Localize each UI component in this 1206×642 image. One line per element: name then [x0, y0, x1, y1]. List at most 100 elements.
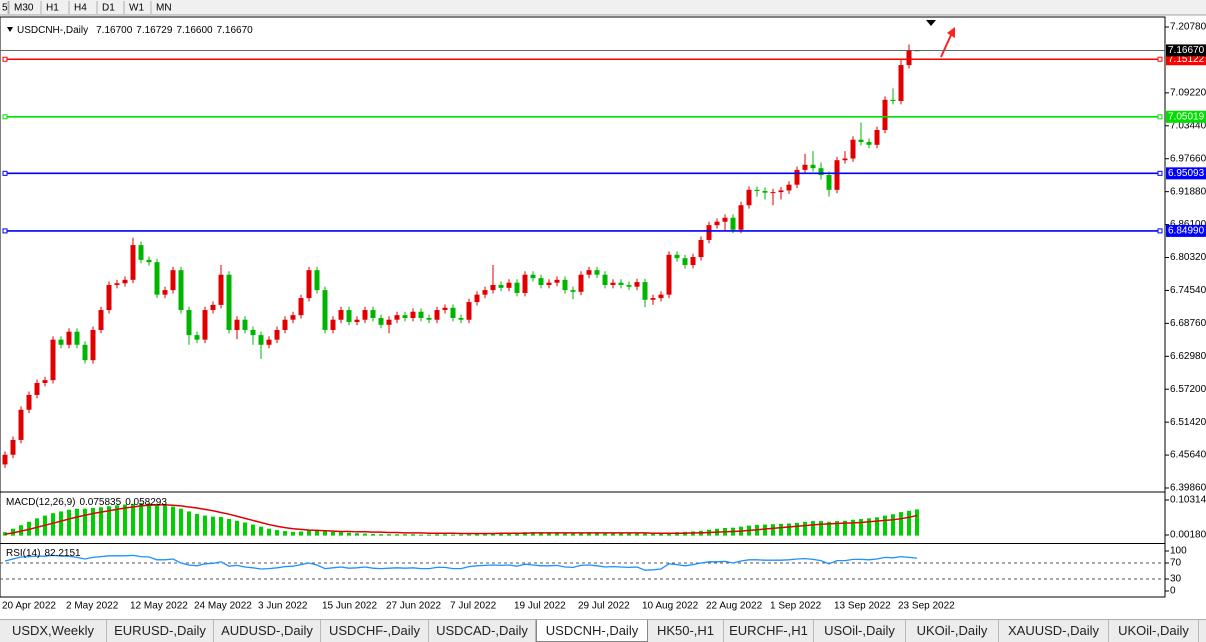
macd-bar — [803, 521, 807, 536]
level-handle[interactable] — [1157, 228, 1163, 234]
macd-bar — [659, 533, 663, 536]
macd-bar — [307, 530, 311, 536]
macd-bar — [179, 508, 183, 536]
candle-body — [234, 319, 240, 330]
y-tick-label: 6.80320 — [1170, 252, 1206, 263]
candle-body — [866, 141, 872, 145]
indicator-label: MACD(12,26,9) 0.075835 0.058293 — [6, 497, 167, 508]
candle-body — [578, 274, 584, 292]
candle-body — [426, 318, 432, 320]
toolbar — [0, 0, 1206, 15]
level-handle[interactable] — [1157, 114, 1163, 120]
chart-tab[interactable]: XAUUSD-,Daily — [999, 620, 1109, 642]
candle-body — [522, 274, 528, 293]
candle-body — [274, 329, 280, 340]
level-handle[interactable] — [1157, 170, 1163, 176]
timeframe-button[interactable]: D1 — [102, 3, 115, 14]
candle-body — [170, 270, 176, 291]
macd-bar — [371, 533, 375, 536]
macd-bar — [83, 508, 87, 536]
candle-body — [778, 190, 784, 193]
x-tick-label: 24 May 2022 — [194, 601, 252, 612]
timeframe-button[interactable]: H1 — [46, 3, 59, 14]
candle-body — [538, 278, 544, 285]
chart-tab[interactable]: USDCNH-,Daily — [536, 620, 648, 642]
candle-body — [650, 298, 656, 300]
y-tick-label: 0.00180 — [1170, 530, 1206, 541]
chart-tab[interactable]: HK50-,H1 — [648, 620, 724, 642]
candle-body — [2, 454, 8, 465]
macd-bar — [171, 506, 175, 536]
candle-body — [250, 329, 256, 336]
candle-body — [258, 335, 264, 345]
candle-body — [178, 270, 184, 311]
macd-bar — [899, 512, 903, 536]
x-tick-label: 2 May 2022 — [66, 601, 119, 612]
macd-bar — [323, 531, 327, 536]
chart-tab[interactable]: EURCHF-,H1 — [724, 620, 814, 642]
macd-bar — [507, 532, 511, 536]
timeframe-button[interactable]: H4 — [74, 3, 87, 14]
macd-bar — [531, 532, 535, 536]
candle-body — [282, 319, 288, 330]
level-handle[interactable] — [2, 170, 8, 176]
timeframe-button[interactable]: MN — [156, 3, 172, 14]
candle-body — [338, 310, 344, 320]
macd-bar — [579, 532, 583, 536]
symbol: USDCNH-,Daily — [17, 25, 88, 36]
candle-body — [490, 284, 496, 291]
x-tick-label: 23 Sep 2022 — [898, 601, 955, 612]
macd-bar — [427, 534, 431, 536]
level-handle[interactable] — [2, 114, 8, 120]
macd-bar — [107, 506, 111, 536]
level-handle[interactable] — [2, 228, 8, 234]
shift-marker — [926, 20, 936, 26]
y-tick-label: 100 — [1170, 546, 1187, 557]
candle-body — [570, 290, 576, 292]
macd-bar — [859, 519, 863, 536]
timeframe-button[interactable]: M30 — [14, 3, 34, 14]
macd-bar — [827, 521, 831, 536]
chart-tab[interactable]: USDCAD-,Daily — [429, 620, 536, 642]
candle-body — [410, 311, 416, 319]
chart-tab[interactable]: USOil-,Daily — [814, 620, 906, 642]
symbol-icon[interactable] — [7, 27, 13, 32]
indicator-name: MACD(12,26,9) — [6, 497, 75, 508]
x-tick-label: 27 Jun 2022 — [386, 601, 441, 612]
macd-bar — [787, 523, 791, 536]
candle-body — [898, 65, 904, 101]
macd-bar — [291, 531, 295, 536]
price-label-bg — [1166, 44, 1206, 57]
macd-bar — [875, 517, 879, 536]
y-tick-label: 7.09220 — [1170, 88, 1206, 99]
indicator-value: 0.058293 — [125, 497, 167, 508]
chart-tab[interactable]: UKOil-,Daily — [1109, 620, 1199, 642]
chart-tab[interactable]: USDX,Weekly — [0, 620, 107, 642]
candle-body — [314, 270, 320, 291]
macd-bar — [571, 532, 575, 536]
macd-bar — [203, 515, 207, 536]
macd-bar — [411, 534, 415, 536]
level-handle[interactable] — [2, 56, 8, 62]
candle-body — [642, 282, 648, 300]
chart-tab[interactable]: EURUSD-,Daily — [107, 620, 214, 642]
candle-body — [90, 329, 96, 361]
chart-tab[interactable]: USDCHF-,Daily — [321, 620, 429, 642]
chart-tab[interactable]: UKOil-,Daily — [906, 620, 999, 642]
y-tick-label: 6.45640 — [1170, 450, 1206, 461]
macd-bar — [547, 532, 551, 536]
candle-body — [458, 318, 464, 320]
level-handle[interactable] — [1157, 56, 1163, 62]
chart-tab[interactable]: AUDUSD-,Daily — [214, 620, 321, 642]
y-tick-label: 6.51420 — [1170, 417, 1206, 428]
timeframe-button[interactable]: W1 — [129, 3, 144, 14]
candle-body — [226, 274, 232, 330]
macd-bar — [403, 534, 407, 536]
timeframe-button[interactable]: 5 — [2, 3, 8, 14]
macd-bar — [419, 534, 423, 536]
macd-bar — [563, 532, 567, 536]
indicator-value: 82.2151 — [44, 548, 81, 559]
macd-bar — [451, 534, 455, 536]
macd-bar — [587, 532, 591, 536]
candle-body — [834, 160, 840, 190]
